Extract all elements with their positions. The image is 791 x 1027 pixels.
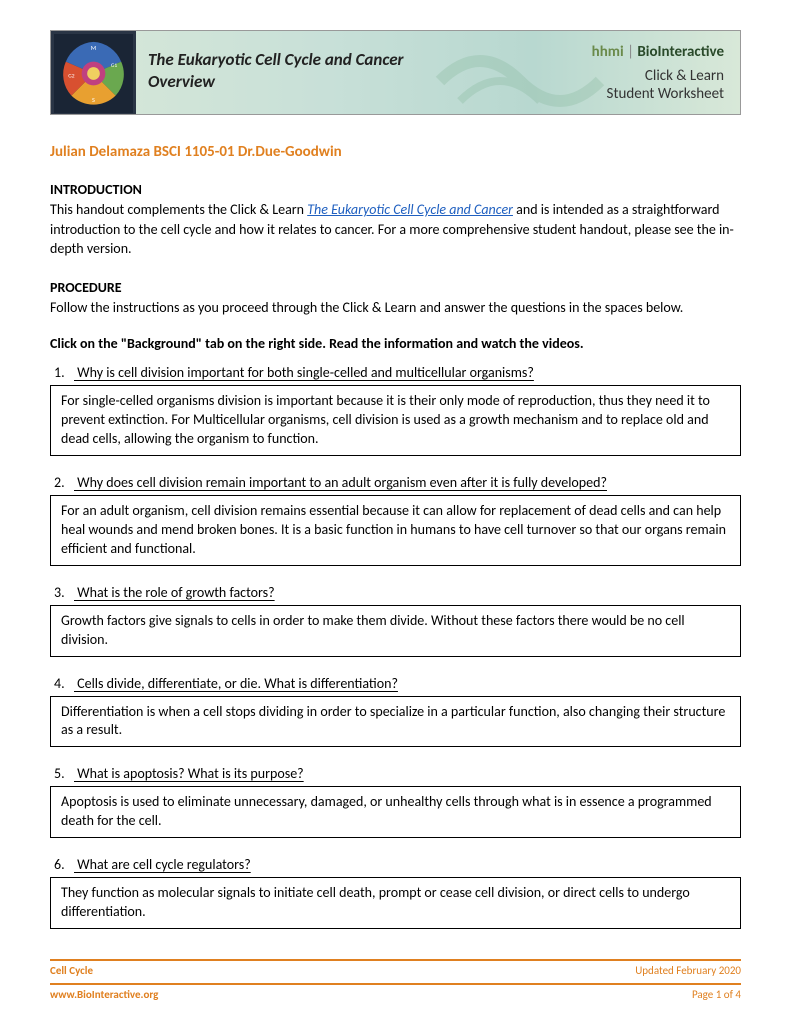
footer-url: www.BioInteractive.org <box>50 988 158 1001</box>
answer-box-5: Apoptosis is used to eliminate unnecessa… <box>50 786 741 838</box>
question-number: 5. <box>54 765 74 782</box>
background-instruction: Click on the "Background" tab on the rig… <box>50 335 741 352</box>
question-5: 5. What is apoptosis? What is its purpos… <box>50 765 741 782</box>
click-learn-link[interactable]: The Eukaryotic Cell Cycle and Cancer <box>307 201 513 218</box>
header-banner: M G1 S G2 The Eukaryotic Cell Cycle and … <box>50 30 741 115</box>
svg-text:S: S <box>92 96 95 104</box>
question-1: 1. Why is cell division important for bo… <box>50 364 741 381</box>
question-text: Cells divide, differentiate, or die. Wha… <box>74 675 398 692</box>
answer-box-4: Differentiation is when a cell stops div… <box>50 696 741 748</box>
biointeractive-text: BioInteractive <box>637 43 724 61</box>
footer-page: Page 1 of 4 <box>692 988 741 1001</box>
intro-pre: This handout complements the Click & Lea… <box>50 201 307 218</box>
introduction-text: This handout complements the Click & Lea… <box>50 200 741 259</box>
banner-title: The Eukaryotic Cell Cycle and Cancer Ove… <box>136 31 576 114</box>
question-4: 4. Cells divide, differentiate, or die. … <box>50 675 741 692</box>
question-text: Why does cell division remain important … <box>74 474 607 491</box>
question-number: 4. <box>54 675 74 692</box>
question-3: 3. What is the role of growth factors? <box>50 584 741 601</box>
question-number: 1. <box>54 364 74 381</box>
title-line-2: Overview <box>148 71 564 93</box>
procedure-heading: PROCEDURE <box>50 279 741 296</box>
hhmi-logo: hhmi | BioInteractive <box>592 43 724 61</box>
question-number: 3. <box>54 584 74 601</box>
page-footer: Cell Cycle Updated February 2020 www.Bio… <box>50 959 741 1001</box>
answer-box-2: For an adult organism, cell division rem… <box>50 495 741 566</box>
answer-box-1: For single-celled organisms division is … <box>50 385 741 456</box>
question-6: 6. What are cell cycle regulators? <box>50 856 741 873</box>
answer-box-3: Growth factors give signals to cells in … <box>50 605 741 657</box>
banner-right: hhmi | BioInteractive Click & Learn Stud… <box>576 31 740 114</box>
question-text: What are cell cycle regulators? <box>74 856 251 873</box>
cell-cycle-logo: M G1 S G2 <box>51 31 136 115</box>
question-text: What is the role of growth factors? <box>74 584 275 601</box>
footer-updated: Updated February 2020 <box>635 964 741 977</box>
svg-text:G1: G1 <box>111 63 117 69</box>
footer-row-1: Cell Cycle Updated February 2020 <box>50 959 741 977</box>
question-text: What is apoptosis? What is its purpose? <box>74 765 304 782</box>
hhmi-text: hhmi <box>592 43 624 61</box>
introduction-heading: INTRODUCTION <box>50 181 741 198</box>
answer-box-6: They function as molecular signals to in… <box>50 877 741 929</box>
student-info: Julian Delamaza BSCI 1105-01 Dr.Due-Good… <box>50 143 741 161</box>
question-2: 2. Why does cell division remain importa… <box>50 474 741 491</box>
question-number: 2. <box>54 474 74 491</box>
question-text: Why is cell division important for both … <box>74 364 534 381</box>
procedure-text: Follow the instructions as you proceed t… <box>50 298 741 318</box>
banner-subtitle-2: Student Worksheet <box>592 85 724 103</box>
svg-text:M: M <box>91 44 96 52</box>
footer-row-2: www.BioInteractive.org Page 1 of 4 <box>50 983 741 1001</box>
svg-text:G2: G2 <box>68 73 74 79</box>
title-line-1: The Eukaryotic Cell Cycle and Cancer <box>148 49 564 71</box>
banner-subtitle-1: Click & Learn <box>592 67 724 85</box>
footer-topic: Cell Cycle <box>50 964 93 977</box>
question-number: 6. <box>54 856 74 873</box>
